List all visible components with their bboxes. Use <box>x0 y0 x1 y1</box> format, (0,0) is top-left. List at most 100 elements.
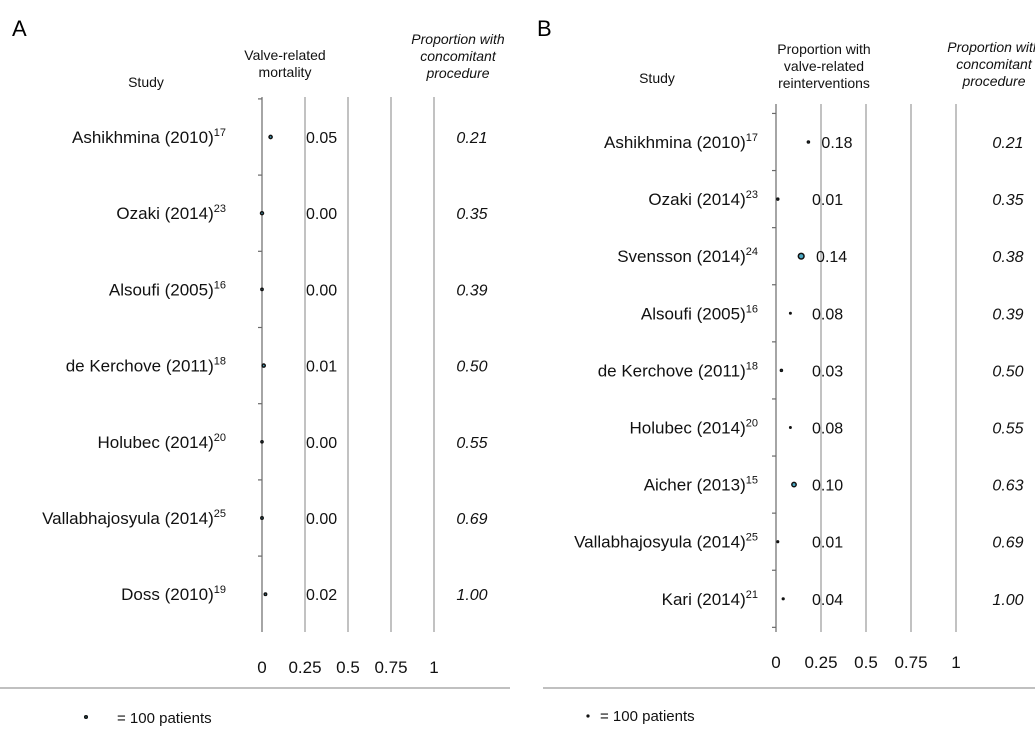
value-label: 0.18 <box>821 135 852 152</box>
value-column-header: valve-related <box>784 58 864 74</box>
study-name: Holubec (2014) <box>630 419 746 438</box>
study-name: de Kerchove (2011) <box>598 361 746 380</box>
study-marker <box>788 311 792 315</box>
study-name: Holubec (2014) <box>98 433 214 452</box>
legend-marker <box>83 714 89 720</box>
study-label: Holubec (2014)20 <box>98 432 227 452</box>
value-label: 0.00 <box>306 206 337 223</box>
proportion-column-header: concomitant <box>420 48 497 64</box>
proportion-value: 0.21 <box>456 130 487 147</box>
study-name: Vallabhajosyula (2014) <box>42 509 214 528</box>
value-label: 0.01 <box>306 359 337 376</box>
study-marker <box>776 197 780 201</box>
x-tick-label: 0.25 <box>288 658 321 677</box>
proportion-value: 0.35 <box>992 192 1023 209</box>
study-label: Alsoufi (2005)16 <box>641 303 758 323</box>
value-label: 0.00 <box>306 282 337 299</box>
study-name: Ashikhmina (2010) <box>72 128 214 147</box>
study-name: de Kerchove (2011) <box>66 357 214 376</box>
value-column-header: Proportion with <box>777 41 870 57</box>
x-tick-label: 0 <box>771 653 780 672</box>
study-marker <box>788 426 792 429</box>
study-name: Aicher (2013) <box>644 476 746 495</box>
value-label: 0.08 <box>812 421 843 438</box>
value-label: 0.03 <box>812 363 843 380</box>
study-marker <box>259 210 265 216</box>
study-reference: 23 <box>214 203 226 215</box>
proportion-value: 0.39 <box>992 306 1023 323</box>
x-tick-label: 0.75 <box>894 653 927 672</box>
proportion-column-header: procedure <box>425 65 489 81</box>
x-tick-label: 0.5 <box>336 658 360 677</box>
study-label: Doss (2010)19 <box>121 584 226 604</box>
study-reference: 17 <box>746 132 758 144</box>
study-name: Kari (2014) <box>662 590 746 609</box>
study-marker <box>260 287 264 292</box>
study-label: Vallabhajosyula (2014)25 <box>574 532 758 552</box>
proportion-value: 0.50 <box>992 363 1023 380</box>
x-tick-label: 0 <box>257 658 266 677</box>
study-name: Vallabhajosyula (2014) <box>574 533 746 552</box>
study-label: Ozaki (2014)23 <box>116 203 226 223</box>
value-label: 0.01 <box>812 535 843 552</box>
panel-letter: B <box>537 16 552 41</box>
proportion-value: 0.69 <box>456 511 487 528</box>
study-reference: 18 <box>746 360 758 372</box>
proportion-value: 0.69 <box>992 535 1023 552</box>
proportion-value: 0.21 <box>992 135 1023 152</box>
study-label: Aicher (2013)15 <box>644 475 758 495</box>
study-label: Vallabhajosyula (2014)25 <box>42 508 226 528</box>
study-column-header: Study <box>639 70 675 86</box>
study-column-header: Study <box>128 74 164 90</box>
study-reference: 23 <box>746 189 758 201</box>
study-label: Holubec (2014)20 <box>630 418 759 438</box>
x-tick-label: 0.5 <box>854 653 878 672</box>
x-tick-label: 1 <box>951 653 960 672</box>
value-label: 0.02 <box>306 587 337 604</box>
proportion-value: 0.39 <box>456 282 487 299</box>
study-reference: 25 <box>214 508 226 520</box>
proportion-value: 1.00 <box>456 587 487 604</box>
x-tick-label: 0.25 <box>804 653 837 672</box>
study-name: Doss (2010) <box>121 585 214 604</box>
study-marker <box>791 481 797 488</box>
study-reference: 21 <box>746 589 758 601</box>
study-marker <box>261 363 267 368</box>
study-marker <box>779 368 784 373</box>
study-reference: 15 <box>746 475 758 487</box>
study-reference: 16 <box>746 303 758 315</box>
proportion-value: 0.63 <box>992 478 1023 495</box>
study-marker <box>260 516 264 520</box>
value-label: 0.01 <box>812 192 843 209</box>
study-reference: 24 <box>746 246 758 258</box>
value-label: 0.00 <box>306 435 337 452</box>
legend-marker <box>586 714 590 718</box>
study-marker <box>263 592 268 597</box>
value-label: 0.04 <box>812 592 843 609</box>
study-reference: 20 <box>746 418 758 430</box>
study-name: Alsoufi (2005) <box>109 280 214 299</box>
value-label: 0.08 <box>812 306 843 323</box>
study-label: Svensson (2014)24 <box>617 246 758 266</box>
value-column-header: mortality <box>259 64 312 80</box>
proportion-value: 0.50 <box>456 359 487 376</box>
study-reference: 19 <box>214 584 226 596</box>
proportion-value: 0.55 <box>992 421 1023 438</box>
study-marker <box>797 252 805 260</box>
study-label: de Kerchove (2011)18 <box>66 356 226 376</box>
study-label: Ashikhmina (2010)17 <box>604 132 758 152</box>
proportion-value: 1.00 <box>992 592 1023 609</box>
x-tick-label: 0.75 <box>374 658 407 677</box>
study-reference: 25 <box>746 532 758 544</box>
value-label: 0.14 <box>816 249 847 266</box>
x-tick-label: 1 <box>429 658 438 677</box>
proportion-value: 0.35 <box>456 206 487 223</box>
study-marker <box>781 597 785 601</box>
study-reference: 17 <box>214 127 226 139</box>
study-label: Kari (2014)21 <box>662 589 758 609</box>
study-reference: 20 <box>214 432 226 444</box>
value-column-header: reinterventions <box>778 75 870 91</box>
study-reference: 16 <box>214 279 226 291</box>
value-column-header: Valve-related <box>244 47 325 63</box>
